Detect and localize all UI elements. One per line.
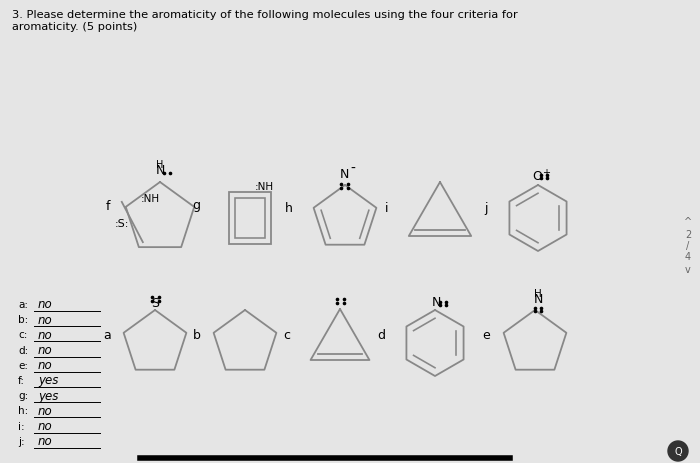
Text: c:: c: <box>18 330 27 340</box>
Text: O: O <box>532 169 542 182</box>
Text: b:: b: <box>18 314 28 325</box>
Text: yes: yes <box>38 389 58 402</box>
Text: v: v <box>685 264 691 275</box>
Text: e:: e: <box>18 360 28 370</box>
Text: no: no <box>38 344 52 357</box>
Text: no: no <box>38 328 52 341</box>
Text: ^: ^ <box>684 217 692 226</box>
Text: :NH: :NH <box>141 194 160 204</box>
Text: i: i <box>384 202 388 215</box>
Text: c: c <box>283 329 290 342</box>
Text: a:: a: <box>18 300 28 309</box>
Text: b: b <box>193 329 201 342</box>
Text: S: S <box>151 296 159 309</box>
Text: d: d <box>377 329 385 342</box>
Bar <box>235 199 265 238</box>
Text: g: g <box>192 198 200 211</box>
Text: 4: 4 <box>685 251 691 262</box>
Text: N: N <box>431 295 441 308</box>
Text: aromaticity. (5 points): aromaticity. (5 points) <box>12 22 137 32</box>
Text: +: + <box>542 168 550 178</box>
Text: d:: d: <box>18 345 28 355</box>
Text: no: no <box>38 404 52 417</box>
Text: 3. Please determine the aromaticity of the following molecules using the four cr: 3. Please determine the aromaticity of t… <box>12 10 518 20</box>
Text: H: H <box>156 160 164 169</box>
Text: :NH: :NH <box>255 181 274 192</box>
Text: /: / <box>687 240 689 250</box>
Text: h:: h: <box>18 406 28 415</box>
Text: i:: i: <box>18 421 25 431</box>
Text: N: N <box>155 163 164 176</box>
Text: N: N <box>340 168 349 181</box>
Text: N: N <box>533 292 542 305</box>
Text: -: - <box>351 162 356 175</box>
Bar <box>229 193 271 244</box>
Text: j:: j: <box>18 436 25 446</box>
Text: j: j <box>484 202 488 215</box>
Text: f: f <box>106 200 110 213</box>
Text: :S:: :S: <box>115 219 130 229</box>
Text: g:: g: <box>18 390 28 400</box>
Text: e: e <box>482 329 490 342</box>
Text: no: no <box>38 419 52 432</box>
Text: no: no <box>38 313 52 326</box>
Text: f:: f: <box>18 375 25 385</box>
Text: Q: Q <box>674 446 682 456</box>
Text: no: no <box>38 434 52 447</box>
Text: no: no <box>38 358 52 371</box>
Text: a: a <box>104 329 111 342</box>
Text: yes: yes <box>38 374 58 387</box>
Circle shape <box>668 441 688 461</box>
Text: 2: 2 <box>685 230 691 239</box>
Text: h: h <box>285 202 293 215</box>
Text: no: no <box>38 298 52 311</box>
Text: H: H <box>534 288 542 298</box>
